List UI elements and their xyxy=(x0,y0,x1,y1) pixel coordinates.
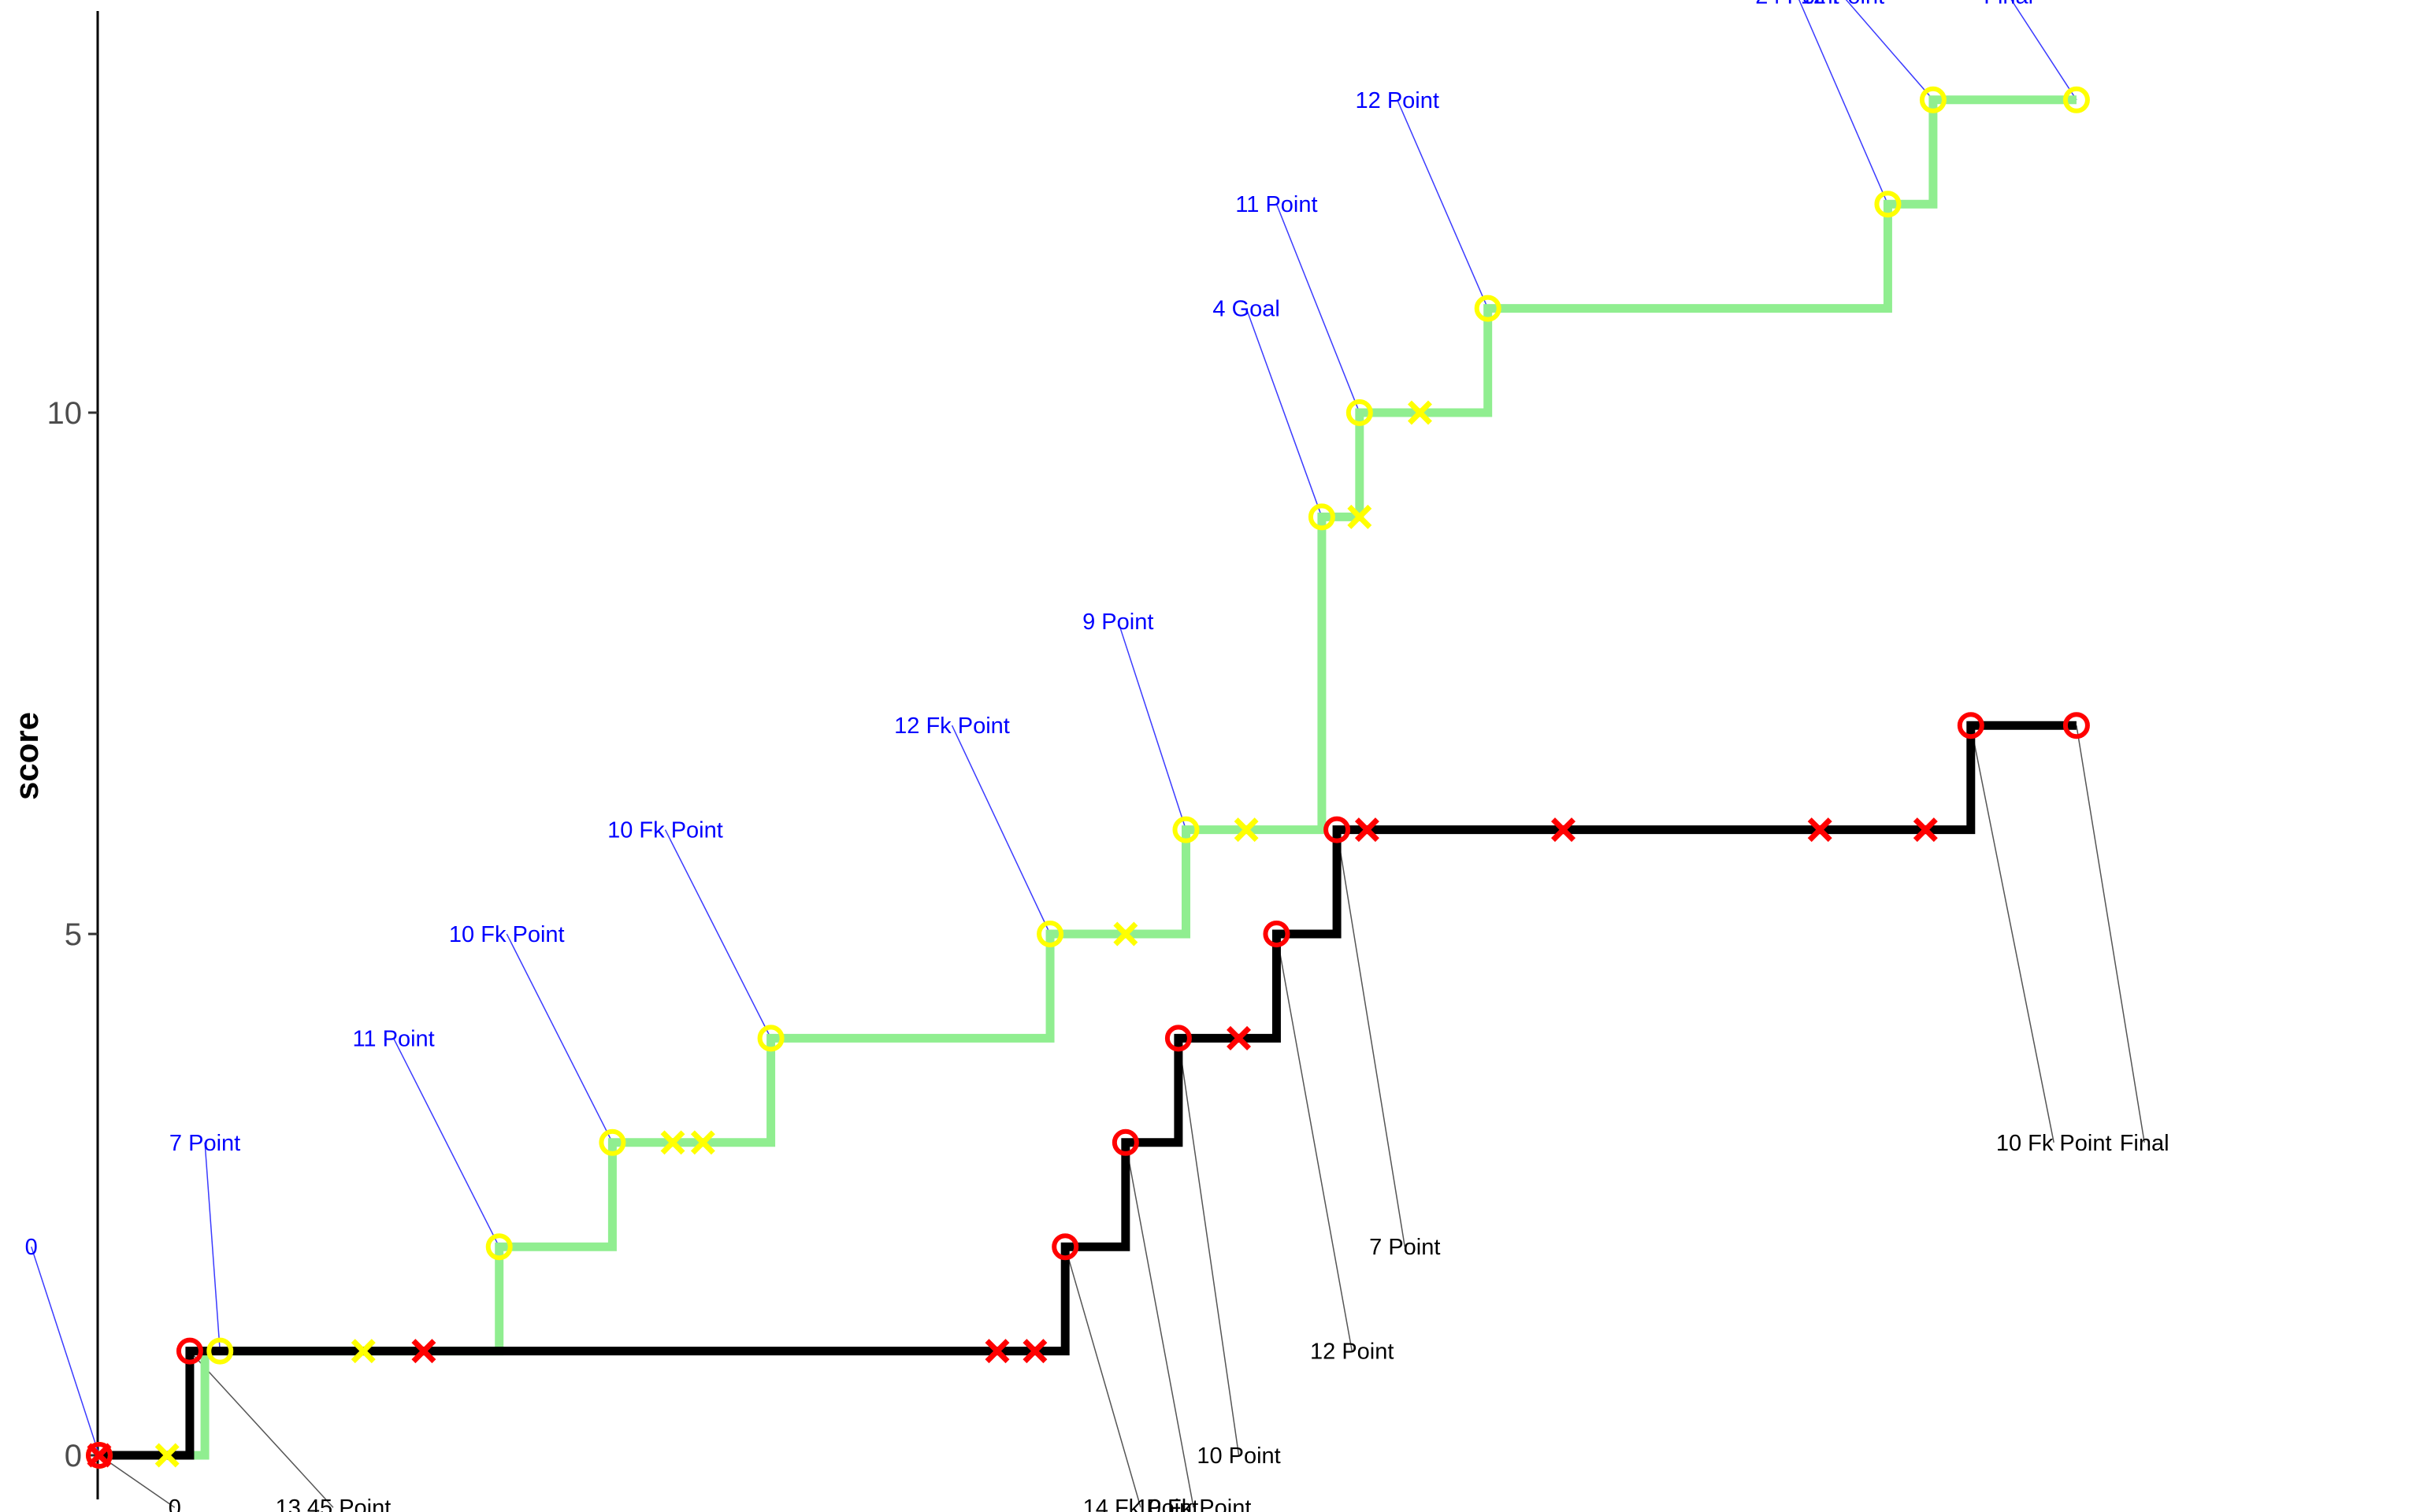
team_b-label-connector xyxy=(1970,725,2054,1143)
team_b-miss-marker xyxy=(1227,1025,1252,1051)
team_a-miss-marker xyxy=(690,1130,715,1155)
team_b-point-label: 14 Fk Point xyxy=(1083,1495,1199,1512)
y-tick-label: 5 xyxy=(65,917,82,952)
team_b-miss-marker xyxy=(1913,817,1938,843)
team_b-point-label: 10 Fk Point xyxy=(1136,1495,1252,1512)
team_a-label-connector xyxy=(664,829,772,1039)
team_a-miss-marker xyxy=(1407,400,1432,425)
team_a-label-connector xyxy=(951,724,1051,935)
team_b-label-connector xyxy=(1178,1038,1240,1456)
team_b-score-marker xyxy=(1052,1233,1079,1261)
team_b-point-label: 13 45 Point xyxy=(276,1495,392,1512)
y-tick-label: 10 xyxy=(47,396,83,431)
team_b-score-marker xyxy=(1957,712,1984,739)
team_a-score-marker xyxy=(1345,399,1373,426)
team_a-label-connector xyxy=(1798,0,1889,205)
team_a-point-label: 24 Point xyxy=(1755,0,1839,9)
team_a-score-marker xyxy=(599,1128,626,1156)
axis-layer: score 0 5 10 xyxy=(8,11,99,1499)
team_a-point-label: 10 Fk Point xyxy=(607,818,723,843)
team_a-label-connector xyxy=(506,933,614,1143)
team_a-label-connector xyxy=(1245,308,1323,517)
team_a-point-label: 0 xyxy=(25,1235,38,1260)
team_a-point-label: Final xyxy=(1984,0,2033,9)
team_b-point-label: 10 Fk Point xyxy=(1996,1131,2112,1156)
team_a-score-marker xyxy=(1919,86,1947,113)
team_b-label-connector xyxy=(1336,829,1406,1247)
team_a-point-label: 12 Fk Point xyxy=(894,713,1010,739)
team_b-miss-marker xyxy=(1354,817,1379,843)
team_b-miss-marker xyxy=(1551,817,1576,843)
team_a-point-label: 10 Fk Point xyxy=(449,922,565,947)
team_a-miss-marker xyxy=(1347,504,1372,529)
team_a-point-label: 7 Point xyxy=(169,1131,240,1156)
team_b-score-marker xyxy=(1323,816,1351,843)
team_b-label-connector xyxy=(2076,725,2145,1143)
team_a-point-label: 4 Goal xyxy=(1212,297,1279,322)
team_b-point-label: 12 Point xyxy=(1310,1340,1394,1365)
team_a-score-marker xyxy=(757,1025,785,1052)
team_a-label-connector xyxy=(1117,621,1187,830)
team_a-label-connector xyxy=(204,1142,221,1351)
line-layer xyxy=(98,95,2077,1460)
team_a-label-connector xyxy=(1845,0,1934,101)
team_a-point-label: 11 Point xyxy=(1235,192,1317,217)
team_a-label-connector xyxy=(1397,99,1489,309)
team_b-label-connector xyxy=(189,1351,334,1508)
team_a-miss-marker xyxy=(351,1339,376,1364)
team_a-miss-marker xyxy=(660,1130,685,1155)
team_b-label-connector xyxy=(98,1455,176,1508)
team_a-point-label: 9 Point xyxy=(1082,610,1153,635)
team_b-miss-marker xyxy=(1023,1339,1048,1364)
team_b-score-marker xyxy=(1263,921,1290,947)
team_b-miss-marker xyxy=(985,1339,1010,1364)
team_b-point-label: Final xyxy=(2120,1131,2169,1156)
team_b-score-line xyxy=(98,721,2077,1460)
team_a-score-marker xyxy=(1037,921,1064,947)
team_b-score-marker xyxy=(2062,712,2090,739)
team_b-label-connector xyxy=(1275,933,1353,1351)
marker-layer xyxy=(85,86,2090,1469)
team_a-miss-marker xyxy=(1234,817,1259,843)
team_a-miss-marker xyxy=(1113,921,1138,947)
team_a-point-label: 12 Point xyxy=(1356,88,1439,113)
team_a-label-connector xyxy=(1275,203,1360,413)
team_b-miss-marker xyxy=(1807,817,1832,843)
team_a-score-marker xyxy=(1308,503,1335,531)
team_a-point-label: 11 Point xyxy=(352,1026,434,1051)
team_b-label-connector xyxy=(1125,1142,1194,1508)
team_a-score-marker xyxy=(1474,295,1501,322)
y-tick-label: 0 xyxy=(65,1439,82,1473)
team_a-score-line xyxy=(98,95,2077,1460)
team_b-point-label: 10 Point xyxy=(1197,1443,1280,1469)
team_b-point-label: 7 Point xyxy=(1369,1235,1440,1260)
connector-layer xyxy=(31,0,2145,1508)
label-layer: 0 7 Point 11 Point 10 Fk Point 10 Fk Point 12… xyxy=(25,0,2169,1512)
team_b-point-label: 0 xyxy=(169,1495,181,1512)
team_a-score-marker xyxy=(1172,816,1200,843)
team_b-score-marker xyxy=(85,1442,113,1469)
team_a-score-marker xyxy=(485,1233,513,1261)
team_a-label-connector xyxy=(31,1246,100,1456)
team_b-score-marker xyxy=(1164,1025,1192,1052)
y-axis-title: score xyxy=(8,712,45,800)
team_a-label-connector xyxy=(2010,0,2077,101)
team_a-score-marker xyxy=(1874,191,1902,218)
team_b-score-marker xyxy=(176,1337,203,1365)
team_a-label-connector xyxy=(392,1038,500,1247)
team_b-miss-marker xyxy=(411,1339,436,1364)
team_a-score-marker xyxy=(2062,86,2090,113)
team_a-miss-marker xyxy=(154,1443,180,1468)
team_b-score-marker xyxy=(1112,1128,1139,1156)
team_b-label-connector xyxy=(1064,1246,1141,1508)
team_a-score-marker xyxy=(206,1337,234,1365)
team_a-point-label: 12 Point xyxy=(1801,0,1884,9)
